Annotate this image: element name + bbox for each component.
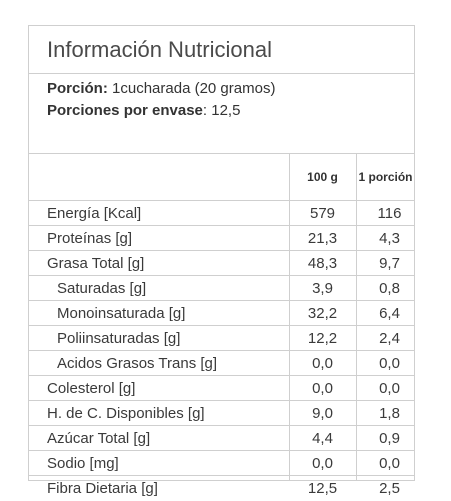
table-row: Colesterol [g] 0,0 0,0: [29, 376, 414, 401]
value-per-100g: 48,3: [307, 255, 338, 272]
table-row: Acidos Grasos Trans [g] 0,0 0,0: [29, 351, 414, 376]
nutrient-table: Energía [Kcal] 579 116 Proteínas [g] 21,3 4,3…: [29, 201, 414, 501]
serving-portion: Porción: 1cucharada (20 gramos): [47, 78, 414, 100]
value-per-100g: 0,0: [312, 380, 333, 397]
table-row: Monoinsaturada [g] 32,2 6,4: [29, 301, 414, 326]
table-row: Sodio [mg] 0,0 0,0: [29, 451, 414, 476]
value-per-100g: 0,0: [312, 455, 333, 472]
per-container-label: Porciones por envase: [47, 102, 203, 119]
nutrient-label: H. de C. Disponibles [g]: [47, 405, 205, 422]
value-per-100g: 12,2: [307, 330, 338, 347]
value-per-portion: 0,0: [379, 355, 400, 372]
table-row: Azúcar Total [g] 4,4 0,9: [29, 426, 414, 451]
value-per-portion: 2,5: [379, 480, 400, 497]
table-row: Saturadas [g] 3,9 0,8: [29, 276, 414, 301]
panel-title: Información Nutricional: [29, 26, 414, 74]
value-per-portion: 0,0: [379, 380, 400, 397]
table-row: Grasa Total [g] 48,3 9,7: [29, 251, 414, 276]
nutrient-label: Sodio [mg]: [47, 455, 119, 472]
serving-info: Porción: 1cucharada (20 gramos) Porcione…: [29, 74, 414, 154]
value-per-portion: 4,3: [379, 230, 400, 247]
nutrient-label: Monoinsaturada [g]: [57, 305, 186, 322]
table-header: 100 g 1 porción: [29, 154, 414, 201]
value-per-100g: 4,4: [312, 430, 333, 447]
nutrient-label: Saturadas [g]: [57, 280, 147, 297]
table-row: H. de C. Disponibles [g] 9,0 1,8: [29, 401, 414, 426]
nutrient-label: Fibra Dietaria [g]: [47, 480, 158, 497]
nutrient-label: Acidos Grasos Trans [g]: [57, 355, 218, 372]
table-row: Proteínas [g] 21,3 4,3: [29, 226, 414, 251]
column-header-portion: 1 porción: [358, 170, 413, 184]
table-row: Poliinsaturadas [g] 12,2 2,4: [29, 326, 414, 351]
nutrition-facts-panel: Información Nutricional Porción: 1cuchar…: [28, 25, 415, 497]
value-per-portion: 2,4: [379, 330, 400, 347]
value-per-portion: 116: [377, 205, 402, 222]
value-per-100g: 579: [309, 205, 336, 222]
value-per-portion: 9,7: [379, 255, 400, 272]
table-row: Fibra Dietaria [g] 12,5 2,5: [29, 476, 414, 501]
column-divider: [289, 154, 290, 481]
value-per-100g: 32,2: [307, 305, 338, 322]
nutrient-label: Colesterol [g]: [47, 380, 136, 397]
value-per-100g: 21,3: [307, 230, 338, 247]
portion-label: Porción:: [47, 80, 108, 97]
value-per-100g: 3,9: [312, 280, 333, 297]
portion-value: 1cucharada (20 gramos): [112, 80, 276, 97]
value-per-100g: 12,5: [307, 480, 338, 497]
value-per-portion: 1,8: [379, 405, 400, 422]
nutrient-label: Poliinsaturadas [g]: [57, 330, 181, 347]
column-divider: [356, 154, 357, 481]
value-per-portion: 0,9: [379, 430, 400, 447]
nutrient-label: Proteínas [g]: [47, 230, 133, 247]
table-row: Energía [Kcal] 579 116: [29, 201, 414, 226]
value-per-portion: 6,4: [379, 305, 400, 322]
value-per-100g: 9,0: [312, 405, 333, 422]
column-header-100g: 100 g: [307, 170, 338, 184]
nutrient-label: Energía [Kcal]: [47, 205, 142, 222]
serving-per-container: Porciones por envase: 12,5: [47, 100, 414, 122]
nutrient-label: Azúcar Total [g]: [47, 430, 151, 447]
value-per-portion: 0,0: [379, 455, 400, 472]
value-per-portion: 0,8: [379, 280, 400, 297]
per-container-value: : 12,5: [202, 102, 241, 119]
value-per-100g: 0,0: [312, 355, 333, 372]
nutrient-label: Grasa Total [g]: [47, 255, 145, 272]
